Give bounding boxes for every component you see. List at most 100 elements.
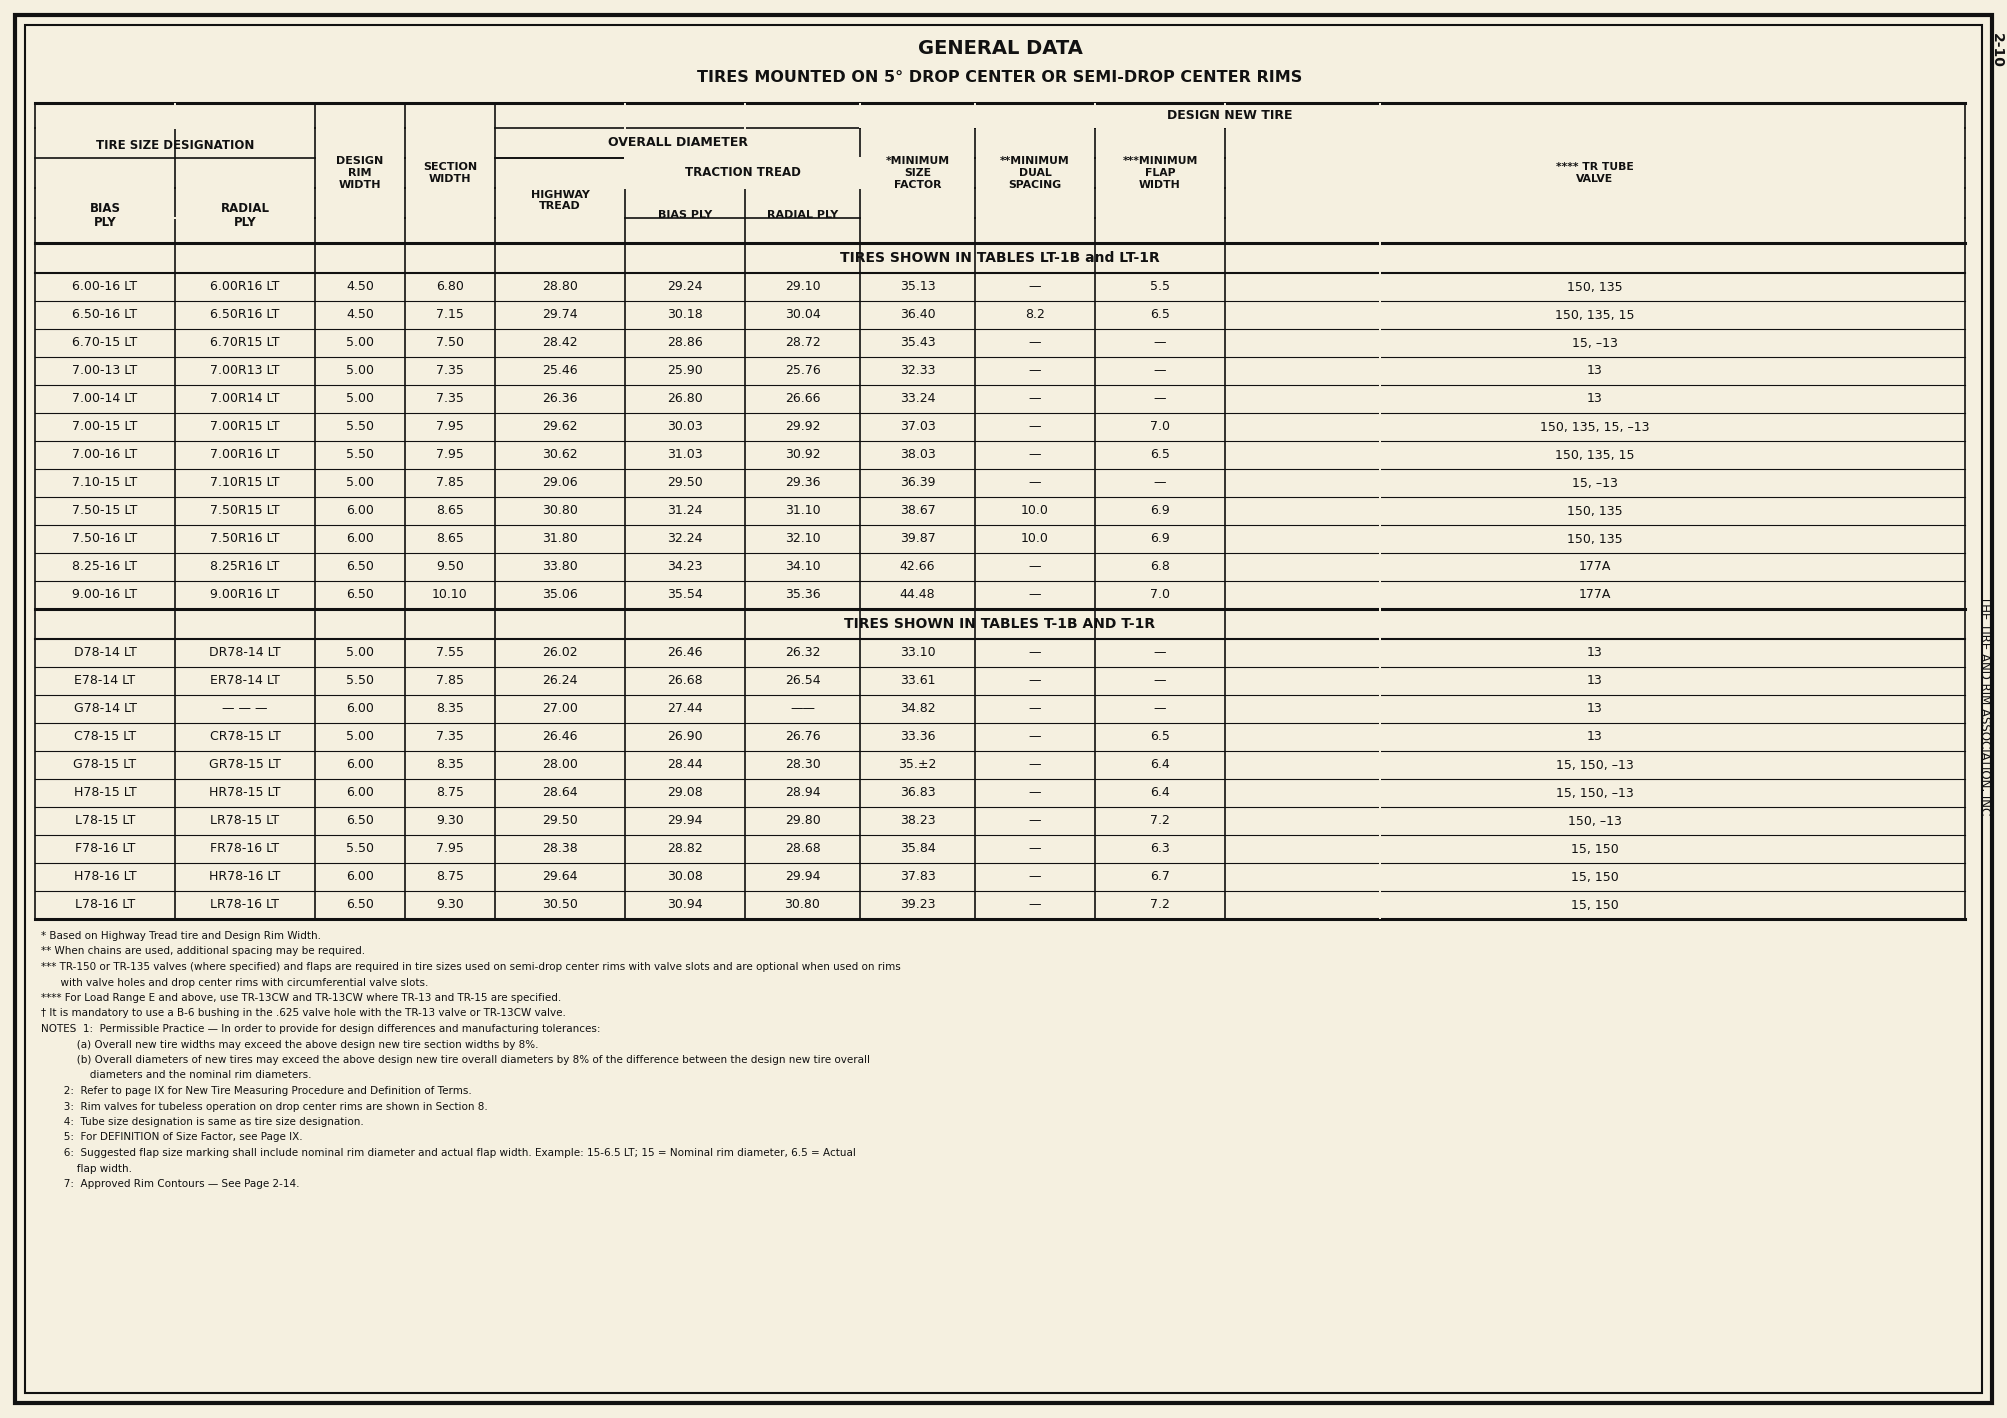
Text: 30.94: 30.94 xyxy=(666,899,702,912)
Text: —: — xyxy=(1030,814,1042,828)
Text: 177A: 177A xyxy=(1580,560,1612,573)
Text: 8.65: 8.65 xyxy=(436,505,464,518)
Text: TIRES SHOWN IN TABLES LT-1B and LT-1R: TIRES SHOWN IN TABLES LT-1B and LT-1R xyxy=(841,251,1160,265)
Text: 7.0: 7.0 xyxy=(1150,421,1170,434)
Text: —: — xyxy=(1030,842,1042,855)
Text: —: — xyxy=(1030,871,1042,883)
Text: C78-15 LT: C78-15 LT xyxy=(74,730,136,743)
Text: 8.35: 8.35 xyxy=(436,702,464,716)
Text: 6:  Suggested flap size marking shall include nominal rim diameter and actual fl: 6: Suggested flap size marking shall inc… xyxy=(40,1149,855,1159)
Text: 28.82: 28.82 xyxy=(666,842,702,855)
Bar xyxy=(405,128,494,218)
Text: —: — xyxy=(1154,675,1166,688)
Text: 7.00-15 LT: 7.00-15 LT xyxy=(72,421,138,434)
Text: 28.42: 28.42 xyxy=(542,336,578,349)
Text: 6.50: 6.50 xyxy=(345,899,373,912)
Text: BIAS
PLY: BIAS PLY xyxy=(90,201,120,230)
Text: 29.94: 29.94 xyxy=(785,871,821,883)
Text: —: — xyxy=(1154,476,1166,489)
Text: 31.03: 31.03 xyxy=(666,448,702,461)
Text: 5.50: 5.50 xyxy=(345,675,373,688)
Bar xyxy=(975,128,1094,218)
Text: 26.66: 26.66 xyxy=(785,393,821,406)
Text: with valve holes and drop center rims with circumferential valve slots.: with valve holes and drop center rims wi… xyxy=(40,977,427,987)
Text: 29.36: 29.36 xyxy=(785,476,821,489)
Text: HIGHWAY
TREAD: HIGHWAY TREAD xyxy=(530,190,590,211)
Text: 8.35: 8.35 xyxy=(436,759,464,771)
Text: 30.62: 30.62 xyxy=(542,448,578,461)
Text: 10.10: 10.10 xyxy=(432,588,468,601)
Text: 15, –13: 15, –13 xyxy=(1571,476,1618,489)
Bar xyxy=(36,187,175,189)
Text: ** When chains are used, additional spacing may be required.: ** When chains are used, additional spac… xyxy=(40,946,365,957)
Text: 7.95: 7.95 xyxy=(436,448,464,461)
Text: 7:  Approved Rim Contours — See Page 2-14.: 7: Approved Rim Contours — See Page 2-14… xyxy=(40,1178,299,1190)
Text: 7.35: 7.35 xyxy=(436,730,464,743)
Text: TRACTION TREAD: TRACTION TREAD xyxy=(684,166,801,180)
Text: † It is mandatory to use a B-6 bushing in the .625 valve hole with the TR-13 val: † It is mandatory to use a B-6 bushing i… xyxy=(40,1008,566,1018)
Text: 15, 150: 15, 150 xyxy=(1571,842,1620,855)
Text: 35.36: 35.36 xyxy=(785,588,821,601)
Bar xyxy=(177,187,313,189)
Text: 29.62: 29.62 xyxy=(542,421,578,434)
Text: 26.76: 26.76 xyxy=(785,730,821,743)
Text: 7.00-16 LT: 7.00-16 LT xyxy=(72,448,138,461)
Text: —: — xyxy=(1154,336,1166,349)
Text: 150, 135: 150, 135 xyxy=(1567,533,1624,546)
Text: 150, 135: 150, 135 xyxy=(1567,505,1624,518)
Text: 26.24: 26.24 xyxy=(542,675,578,688)
Text: —: — xyxy=(1030,421,1042,434)
Text: 8.25-16 LT: 8.25-16 LT xyxy=(72,560,138,573)
Text: 26.80: 26.80 xyxy=(666,393,702,406)
Text: 38.03: 38.03 xyxy=(899,448,935,461)
Text: 5.00: 5.00 xyxy=(345,336,373,349)
Text: 150, –13: 150, –13 xyxy=(1567,814,1622,828)
Text: 44.48: 44.48 xyxy=(899,588,935,601)
Text: 8.75: 8.75 xyxy=(436,787,464,800)
Text: 15, 150, –13: 15, 150, –13 xyxy=(1555,787,1634,800)
Text: FR78-16 LT: FR78-16 LT xyxy=(211,842,279,855)
Text: LR78-16 LT: LR78-16 LT xyxy=(211,899,279,912)
Text: **MINIMUM
DUAL
SPACING: **MINIMUM DUAL SPACING xyxy=(999,156,1070,190)
Text: 34.82: 34.82 xyxy=(899,702,935,716)
Text: 29.50: 29.50 xyxy=(666,476,702,489)
Text: 35.43: 35.43 xyxy=(899,336,935,349)
Text: 6.00: 6.00 xyxy=(345,787,373,800)
Text: —: — xyxy=(1030,647,1042,659)
Text: 7.95: 7.95 xyxy=(436,421,464,434)
Text: 7.00R15 LT: 7.00R15 LT xyxy=(211,421,279,434)
Text: *MINIMUM
SIZE
FACTOR: *MINIMUM SIZE FACTOR xyxy=(885,156,949,190)
Text: 10.0: 10.0 xyxy=(1022,533,1050,546)
Text: 32.24: 32.24 xyxy=(666,533,702,546)
Text: 35.84: 35.84 xyxy=(899,842,935,855)
Text: 28.68: 28.68 xyxy=(785,842,821,855)
Text: 39.87: 39.87 xyxy=(899,533,935,546)
Bar xyxy=(861,128,973,218)
Text: 7.35: 7.35 xyxy=(436,393,464,406)
Bar xyxy=(315,128,403,218)
Text: ***MINIMUM
FLAP
WIDTH: ***MINIMUM FLAP WIDTH xyxy=(1122,156,1198,190)
Text: —: — xyxy=(1030,560,1042,573)
Text: 30.03: 30.03 xyxy=(666,421,702,434)
Text: 30.18: 30.18 xyxy=(666,309,702,322)
Text: 28.64: 28.64 xyxy=(542,787,578,800)
Text: 8.2: 8.2 xyxy=(1026,309,1046,322)
Text: 6.4: 6.4 xyxy=(1150,759,1170,771)
Text: 3:  Rim valves for tubeless operation on drop center rims are shown in Section 8: 3: Rim valves for tubeless operation on … xyxy=(40,1102,488,1112)
Text: DESIGN NEW TIRE: DESIGN NEW TIRE xyxy=(1168,109,1293,122)
Text: 26.02: 26.02 xyxy=(542,647,578,659)
Text: 7.35: 7.35 xyxy=(436,364,464,377)
Text: 37.83: 37.83 xyxy=(899,871,935,883)
Bar xyxy=(861,187,973,189)
Text: 33.36: 33.36 xyxy=(899,730,935,743)
Text: 177A: 177A xyxy=(1580,588,1612,601)
Text: 7.50R15 LT: 7.50R15 LT xyxy=(211,505,279,518)
Text: 6.50: 6.50 xyxy=(345,560,373,573)
Text: 6.50-16 LT: 6.50-16 LT xyxy=(72,309,138,322)
Text: HR78-16 LT: HR78-16 LT xyxy=(209,871,281,883)
Text: 31.24: 31.24 xyxy=(666,505,702,518)
Text: 29.10: 29.10 xyxy=(785,281,821,294)
Text: 5.5: 5.5 xyxy=(1150,281,1170,294)
Text: RADIAL
PLY: RADIAL PLY xyxy=(221,201,269,230)
Text: —: — xyxy=(1030,364,1042,377)
